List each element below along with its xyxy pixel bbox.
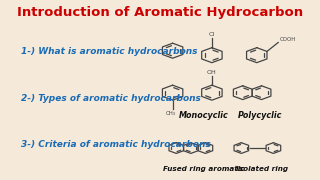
Text: Polycyclic: Polycyclic bbox=[237, 111, 282, 120]
Text: Cl: Cl bbox=[209, 32, 215, 37]
Text: Monocyclic: Monocyclic bbox=[179, 111, 228, 120]
Text: Fused ring aromatic: Fused ring aromatic bbox=[163, 166, 244, 172]
Text: 3-) Criteria of aromatic hydrocarbons: 3-) Criteria of aromatic hydrocarbons bbox=[21, 140, 211, 149]
Text: COOH: COOH bbox=[280, 37, 296, 42]
Text: Introduction of Aromatic Hydrocarbon: Introduction of Aromatic Hydrocarbon bbox=[17, 6, 303, 19]
Text: 1-) What is aromatic hydrocarbons: 1-) What is aromatic hydrocarbons bbox=[21, 47, 198, 56]
Text: OH: OH bbox=[207, 70, 217, 75]
Text: 2-) Types of aromatic hydrocarbons: 2-) Types of aromatic hydrocarbons bbox=[21, 94, 201, 103]
Text: CH₃: CH₃ bbox=[166, 111, 176, 116]
Text: Isolated ring: Isolated ring bbox=[236, 166, 288, 172]
